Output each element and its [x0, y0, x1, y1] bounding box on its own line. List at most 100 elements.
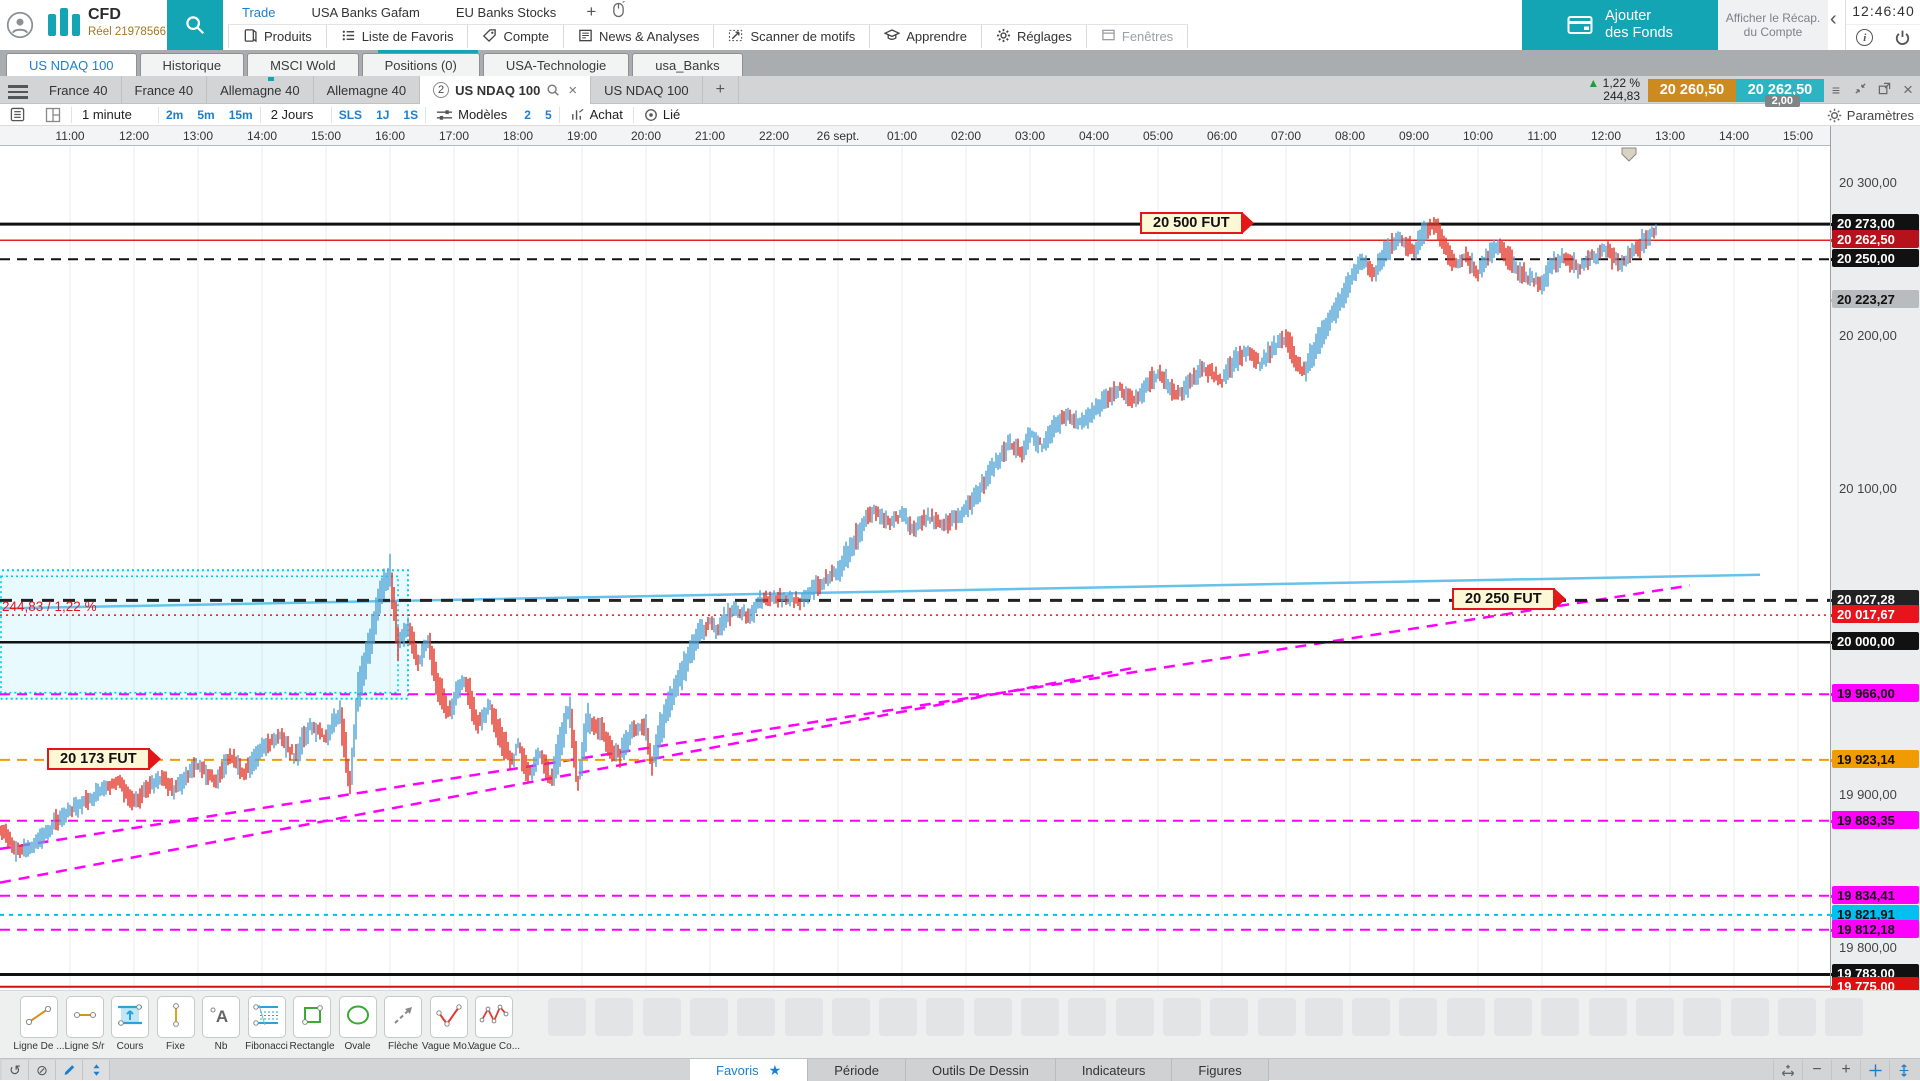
chart-tab-france-40-1[interactable]: France 40 [122, 76, 208, 104]
bottom-tab-indicateurs[interactable]: Indicateurs [1055, 1059, 1173, 1081]
menu-button-produits[interactable]: Produits [228, 25, 327, 48]
models-button[interactable]: Modèles [426, 104, 517, 126]
add-funds-button[interactable]: Ajouter des Fonds [1522, 0, 1718, 50]
menu-tab-eu-banks-stocks[interactable]: EU Banks Stocks [455, 4, 557, 20]
layout-grid-icon[interactable] [35, 104, 71, 126]
timeframe-2m-button[interactable]: 2m [166, 107, 184, 122]
account-summary-button[interactable]: Afficher le Récap. du Compte [1718, 0, 1828, 50]
tool-ovale[interactable] [338, 996, 377, 1038]
range-1s-button[interactable]: 1S [403, 107, 419, 122]
menu-button-apprendre[interactable]: Apprendre [870, 25, 982, 48]
time-axis[interactable]: 11:00 12:00 13:00 14:00 15:00 16:00 17:00 18:00… [0, 126, 1920, 146]
svg-text:A: A [216, 1007, 228, 1026]
workspace-tab-usa-banks[interactable]: usa_Banks [632, 53, 743, 76]
popout-icon[interactable] [1872, 82, 1896, 98]
chart-tab-france-40-0[interactable]: France 40 [36, 76, 122, 104]
chart-tab-allemagne-40-3[interactable]: Allemagne 40 [314, 76, 421, 104]
bottom-tab-favoris[interactable]: Favoris ★ [690, 1059, 809, 1081]
crosshair-icon[interactable] [1860, 1060, 1889, 1080]
user-avatar-icon[interactable] [6, 11, 34, 39]
timeframe-15m-button[interactable]: 15m [228, 107, 253, 122]
fut-level-label[interactable]: 20 500 FUT [1140, 212, 1254, 234]
tool-fibonacci[interactable] [247, 996, 286, 1038]
tool-fl-che[interactable] [384, 996, 422, 1038]
model-2-button[interactable]: 2 [524, 107, 531, 122]
zoom-in-icon[interactable]: + [1831, 1060, 1860, 1080]
fut-level-label[interactable]: 20 250 FUT [1452, 588, 1566, 610]
rectangle-icon [295, 1001, 329, 1034]
expand-horizontal-icon[interactable] [1773, 1060, 1802, 1080]
price-level-label: 19 775,00 [1832, 977, 1919, 990]
price-axis[interactable]: 20 300,00 20 200,00 20 100,00 19 900,00 19 8… [1830, 126, 1920, 990]
star-icon[interactable]: ★ [768, 1061, 782, 1078]
lie-button[interactable]: Lié [634, 104, 690, 126]
chart-menu-icon[interactable] [8, 82, 28, 102]
range-sls-button[interactable]: SLS [338, 107, 363, 122]
menu-tab-trade[interactable]: Trade [242, 4, 276, 20]
tool-vague-mo[interactable] [429, 996, 468, 1038]
range-1j-button[interactable]: 1J [376, 107, 390, 122]
workspace-tab-us-ndaq-100[interactable]: US NDAQ 100 [6, 53, 137, 76]
sell-price-button[interactable]: 20 260,50 [1648, 78, 1736, 102]
zoom-out-icon[interactable]: − [1802, 1060, 1831, 1080]
tool-rectangle[interactable] [293, 996, 331, 1038]
workspace-indicator [378, 50, 478, 53]
chart-list-icon[interactable] [0, 104, 35, 126]
timeframe-selector[interactable]: 1 minute [82, 107, 132, 122]
bottom-tab-outils-de-dessin[interactable]: Outils De Dessin [906, 1059, 1056, 1081]
price-chart[interactable]: 20 500 FUT 20 250 FUT 20 173 FUT 244,83 / 1… [0, 146, 1830, 990]
tool-label: Flèche [387, 1041, 418, 1052]
new-chart-tab-button[interactable]: + [703, 76, 739, 104]
workspace-tab-msci-wold[interactable]: MSCI Wold [247, 53, 359, 76]
tool-ligne-de[interactable] [20, 996, 58, 1038]
menu-button-scanner-de-motifs[interactable]: Scanner de motifs [714, 25, 871, 48]
tool-fixe[interactable] [156, 996, 195, 1038]
tool-vague-co[interactable] [475, 996, 513, 1038]
collapse-icon[interactable] [1848, 82, 1872, 98]
price-tick-label: 19 800,00 [1839, 940, 1897, 955]
disable-icon[interactable]: ⊘ [29, 1060, 56, 1080]
timeframe-5m-button[interactable]: 5m [197, 107, 215, 122]
bottom-tab-p-riode[interactable]: Période [808, 1059, 906, 1081]
bottom-tab-figures[interactable]: Figures [1172, 1059, 1269, 1081]
model-5-button[interactable]: 5 [544, 107, 552, 122]
menu-button-compte[interactable]: Compte [468, 25, 564, 48]
chevron-left-icon[interactable]: ‹ [1830, 8, 1837, 30]
mouse-icon[interactable] [612, 0, 626, 23]
expand-vertical-icon[interactable] [1889, 1060, 1918, 1080]
workspace-tab-usa-technologie[interactable]: USA-Technologie [482, 53, 630, 76]
chart-tab-us-ndaq-100-5[interactable]: US NDAQ 100 [591, 76, 703, 104]
search-button[interactable] [167, 0, 223, 50]
close-icon[interactable]: × [1903, 80, 1913, 99]
search-icon[interactable] [546, 83, 560, 97]
tool-placeholder [1446, 998, 1485, 1036]
info-icon[interactable]: i [1856, 29, 1874, 46]
workspace-tab-positions-0[interactable]: Positions (0) [361, 53, 480, 76]
menu-button-r-glages[interactable]: Réglages [982, 25, 1087, 48]
sort-arrows-icon[interactable] [83, 1060, 110, 1080]
power-icon[interactable] [1894, 29, 1911, 46]
menu-button-news-analyses[interactable]: News & Analyses [564, 25, 715, 48]
menu-tab-usa-banks-gafam[interactable]: USA Banks Gafam [311, 4, 420, 20]
fibonacci-icon [250, 1001, 284, 1034]
range-selector[interactable]: 2 Jours [270, 107, 314, 122]
quote-menu-icon[interactable]: ≡ [1831, 82, 1841, 98]
fut-level-label[interactable]: 20 173 FUT [47, 748, 161, 770]
workspace-tab-historique[interactable]: Historique [139, 53, 245, 76]
tool-ligne-s-r[interactable] [65, 996, 104, 1038]
tool-cours[interactable] [111, 996, 149, 1038]
refresh-icon[interactable]: ↺ [2, 1060, 29, 1080]
chart-tab-us-ndaq-100-4[interactable]: 2 US NDAQ 100 × [420, 76, 592, 104]
buy-price-button[interactable]: 20 262,50 [1736, 78, 1824, 102]
tool-nb[interactable]: A [202, 996, 240, 1038]
menu-button-liste-de-favoris[interactable]: Liste de Favoris [327, 25, 469, 48]
chart-tab-allemagne-40-2[interactable]: Allemagne 40 [207, 76, 314, 104]
price-level-label: 19 821,91 [1832, 905, 1919, 923]
time-label: 11:00 [55, 129, 85, 143]
achat-button[interactable]: Achat [560, 104, 633, 126]
new-workspace-button[interactable]: + [586, 2, 597, 21]
pencil-icon[interactable] [56, 1060, 83, 1080]
parameters-button[interactable]: Paramètres [1827, 104, 1914, 126]
price-level-label: 20 273,00 [1832, 214, 1919, 232]
close-tab-icon[interactable]: × [568, 81, 578, 99]
